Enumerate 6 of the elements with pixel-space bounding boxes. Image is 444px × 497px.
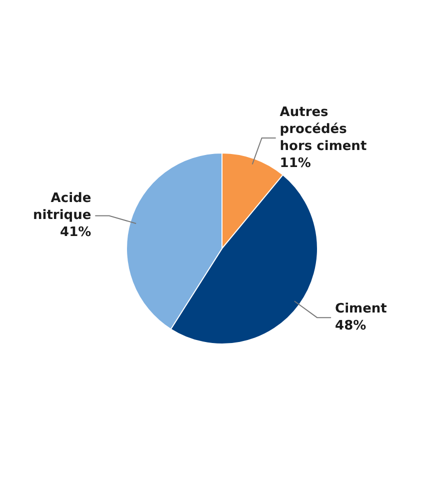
slice-label: Acide nitrique [32, 191, 92, 224]
slice-label: Autres procédés hors ciment [280, 104, 367, 154]
slice-label: Ciment [335, 301, 387, 316]
data-label: 11% [280, 156, 311, 171]
data-label: 41% [60, 225, 92, 240]
data-label: 48% [335, 318, 366, 334]
